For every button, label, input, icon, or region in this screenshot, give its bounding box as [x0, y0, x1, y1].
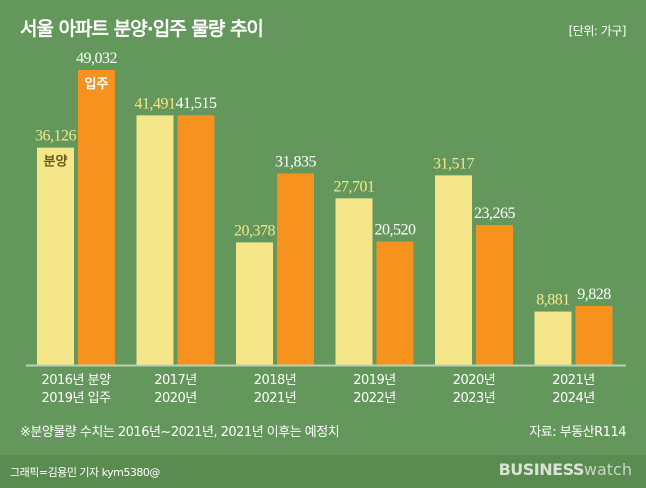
footnote: ※분양물량 수치는 2016년~2021년, 2021년 이후는 예정치	[20, 425, 340, 440]
value-label: 27,701	[334, 178, 376, 195]
credit-label: 그래픽=김용민 기자 kym5380@	[10, 466, 160, 479]
value-label: 31,835	[275, 153, 317, 170]
x-tick-label: 2021년	[254, 391, 297, 406]
footer-band	[0, 455, 646, 488]
bar-ipju	[177, 115, 215, 365]
value-label: 41,491	[135, 95, 177, 112]
bar-bunyang	[136, 115, 174, 365]
value-label: 20,378	[234, 222, 276, 239]
logo-light: watch	[583, 460, 632, 479]
x-tick-label: 2022년	[353, 391, 396, 406]
value-label: 8,881	[536, 292, 570, 309]
x-tick-label: 2020년	[453, 373, 496, 388]
bar-ipju	[78, 70, 115, 365]
bar-bunyang	[534, 311, 572, 365]
series-label: 입주	[85, 77, 109, 92]
x-tick-label: 2017년	[154, 373, 197, 388]
logo: BUSINESSwatch	[499, 460, 632, 479]
source-label: 자료: 부동산R114	[529, 425, 626, 440]
bar-ipju	[476, 225, 513, 365]
bar-bunyang	[236, 242, 273, 365]
x-tick-label: 2023년	[453, 391, 496, 406]
value-label: 20,520	[375, 222, 417, 239]
x-tick-label: 2024년	[552, 391, 595, 406]
chart-title: 서울 아파트 분양·입주 물량 추이	[20, 18, 264, 40]
logo-bold: BUSINESS	[498, 460, 585, 479]
bar-ipju	[277, 173, 314, 365]
x-tick-label: 2020년	[154, 391, 197, 406]
series-label: 분양	[44, 155, 68, 170]
value-label: 49,032	[76, 50, 118, 67]
x-tick-label: 2019년	[353, 373, 396, 388]
bar-bunyang	[37, 147, 74, 365]
value-label: 41,515	[176, 95, 218, 112]
x-tick-label: 2019년 입주	[41, 391, 111, 406]
value-label: 36,126	[35, 128, 77, 145]
bar-bunyang	[335, 198, 373, 365]
bar-ipju	[376, 241, 414, 365]
bar-plot: 36,126 분양 49,032 입주 2016년 분양 2019년 입주 41,491 41…	[26, 50, 626, 406]
value-label: 23,265	[474, 205, 516, 222]
x-tick-label: 2021년	[552, 373, 595, 388]
unit-label: [단위: 가구]	[568, 24, 627, 38]
value-label: 9,828	[577, 286, 611, 303]
value-label: 31,517	[433, 155, 475, 172]
bar-bunyang	[435, 175, 472, 365]
x-tick-label: 2018년	[254, 373, 297, 388]
bar-ipju	[575, 305, 613, 365]
x-tick-label: 2016년 분양	[41, 373, 111, 388]
